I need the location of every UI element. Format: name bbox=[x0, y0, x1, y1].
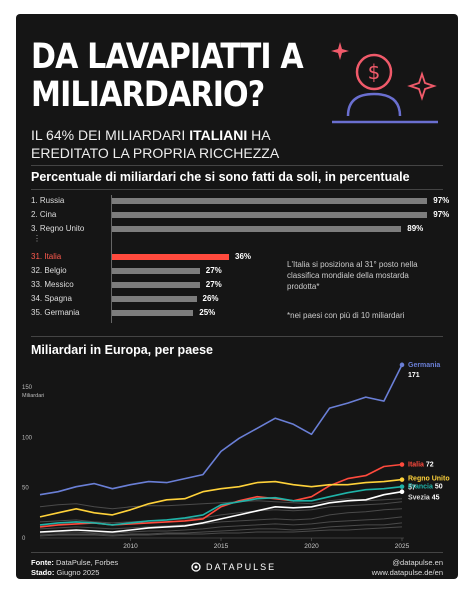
ranking-value-label: 25% bbox=[199, 308, 216, 317]
x-tick-label: 2020 bbox=[304, 543, 319, 550]
ranking-bar bbox=[112, 282, 200, 288]
series-name-label: Svezia 45 bbox=[408, 495, 440, 502]
europe-chart-title: Miliardari in Europa, per paese bbox=[31, 343, 214, 357]
series-line-regno-unito bbox=[39, 478, 403, 518]
social-handle[interactable]: @datapulse.en bbox=[392, 558, 443, 567]
ranking-row: 35. Germania 25% bbox=[31, 307, 443, 319]
source-label: Fonte: bbox=[31, 558, 54, 567]
brand-name: DATAPULSE bbox=[206, 562, 277, 572]
series-end-point bbox=[399, 477, 405, 482]
series-line-italia bbox=[39, 463, 403, 528]
ranking-title: Percentuale di miliardari che si sono fa… bbox=[31, 170, 410, 184]
person-with-dollar-icon: $ bbox=[331, 42, 438, 124]
ranking-bar bbox=[112, 198, 428, 204]
series-line-francia bbox=[39, 485, 403, 526]
other-country-line bbox=[39, 526, 403, 537]
ranking-country-label: 31. Italia bbox=[31, 252, 62, 261]
x-tick-label: 2015 bbox=[214, 543, 229, 550]
series-end-point bbox=[399, 489, 405, 494]
other-country-line bbox=[39, 516, 403, 534]
ranking-row: 34. Spagna 26% bbox=[31, 293, 443, 305]
ranking-value-label: 97% bbox=[433, 196, 450, 205]
europe-line-chart: 0 50 100 150 Miliardari 2010 2015 2020 2025 Germa… bbox=[22, 362, 450, 550]
ranking-row: 3. Regno Unito 89% bbox=[31, 223, 443, 235]
ranking-row: 31. Italia 36% bbox=[31, 251, 443, 263]
ranking-axis bbox=[111, 195, 112, 323]
ranking-bar bbox=[112, 226, 402, 232]
other-country-line bbox=[39, 501, 403, 524]
svg-text:$: $ bbox=[368, 60, 381, 84]
subtitle-bold: ITALIANI bbox=[189, 127, 248, 143]
ranking-country-label: 2. Cina bbox=[31, 210, 57, 219]
ranking-row: 33. Messico 27% bbox=[31, 279, 443, 291]
separator-europe bbox=[31, 336, 443, 337]
series-name-label: Regno Unito bbox=[408, 476, 450, 483]
series-line-svezia bbox=[39, 490, 403, 533]
brand-mark-icon bbox=[191, 562, 201, 572]
subtitle-pre: IL 64% DEI MILIARDARI bbox=[31, 127, 190, 143]
ranking-value-label: 27% bbox=[205, 280, 222, 289]
series-name-label: Francia 50 bbox=[408, 484, 443, 491]
ranking-bar bbox=[112, 268, 200, 274]
series-value-label: 57 bbox=[408, 485, 416, 492]
subtitle: IL 64% DEI MILIARDARI ITALIANI HA EREDIT… bbox=[31, 126, 331, 162]
other-country-line bbox=[39, 498, 403, 510]
brand-logo: DATAPULSE bbox=[191, 562, 276, 572]
footer-source: Fonte: DataPulse, Forbes Stado: Giugno 2… bbox=[31, 558, 118, 578]
website-url[interactable]: www.datapulse.de/en bbox=[371, 568, 443, 577]
ranking-row: 32. Belgio 27% bbox=[31, 265, 443, 277]
ranking-row: 1. Russia 97% bbox=[31, 195, 449, 207]
ranking-country-label: 32. Belgio bbox=[31, 266, 67, 275]
ranking-country-label: 35. Germania bbox=[31, 308, 80, 317]
state-value: Giugno 2025 bbox=[56, 568, 100, 577]
ranking-value-label: 26% bbox=[202, 294, 219, 303]
ranking-country-label: 34. Spagna bbox=[31, 294, 72, 303]
series-name-label: Germania bbox=[408, 362, 440, 369]
ranking-bar bbox=[112, 212, 428, 218]
series-end-point bbox=[399, 462, 405, 467]
ranking-value-label: 97% bbox=[433, 210, 450, 219]
series-end-point bbox=[399, 362, 405, 368]
italy-note: L'Italia si posiziona al 31° posto nella… bbox=[287, 260, 418, 291]
separator-top bbox=[31, 165, 443, 166]
series-value-label: 50 bbox=[435, 484, 443, 491]
ranking-bar bbox=[112, 310, 194, 316]
source-value: DataPulse, Forbes bbox=[56, 558, 119, 567]
ranking-country-label: 1. Russia bbox=[31, 196, 65, 205]
series-name-label: Italia 72 bbox=[408, 462, 434, 469]
title-line-1: DA LAVAPIATTI A bbox=[31, 37, 304, 77]
ranking-value-label: 36% bbox=[235, 252, 252, 261]
x-tick-label: 2025 bbox=[395, 543, 410, 550]
separator-ranking bbox=[31, 189, 443, 190]
series-end-point bbox=[399, 484, 405, 489]
ranking-bar bbox=[112, 296, 197, 302]
ranking-bar bbox=[112, 254, 229, 260]
title-line-2: MILIARDARIO? bbox=[31, 75, 265, 115]
series-line-germania bbox=[39, 364, 403, 496]
series-value-label: 72 bbox=[426, 462, 434, 469]
separator-footer bbox=[31, 552, 443, 553]
y-axis-label: Miliardari bbox=[22, 393, 44, 399]
ranking-row: 2. Cina 97% bbox=[31, 209, 449, 221]
y-tick-label: 0 bbox=[22, 536, 26, 542]
other-country-line bbox=[39, 508, 403, 530]
state-label: Stado: bbox=[31, 568, 55, 577]
ranking-value-label: 89% bbox=[407, 224, 424, 233]
footnote: *nei paesi con più di 10 miliardari bbox=[287, 311, 405, 320]
x-tick-label: 2010 bbox=[123, 543, 138, 550]
series-value-label: 45 bbox=[432, 495, 440, 502]
ranking-value-label: 27% bbox=[205, 266, 222, 275]
ranking-country-label: 3. Regno Unito bbox=[31, 224, 85, 233]
series-value-label: 171 bbox=[408, 372, 420, 379]
ranking-gap-marker: ⋮ bbox=[33, 234, 41, 243]
other-country-line bbox=[39, 522, 403, 536]
ranking-country-label: 33. Messico bbox=[31, 280, 74, 289]
subtitle-post: HA EREDITATO LA PROPRIA RICCHEZZA bbox=[31, 127, 280, 161]
infographic-card: DA LAVAPIATTI A MILIARDARIO? IL 64% DEI … bbox=[16, 14, 458, 579]
y-tick-label: 150 bbox=[22, 385, 33, 391]
footer-links: @datapulse.en www.datapulse.de/en bbox=[372, 558, 443, 578]
y-tick-label: 100 bbox=[22, 435, 33, 441]
y-tick-label: 50 bbox=[22, 486, 29, 492]
